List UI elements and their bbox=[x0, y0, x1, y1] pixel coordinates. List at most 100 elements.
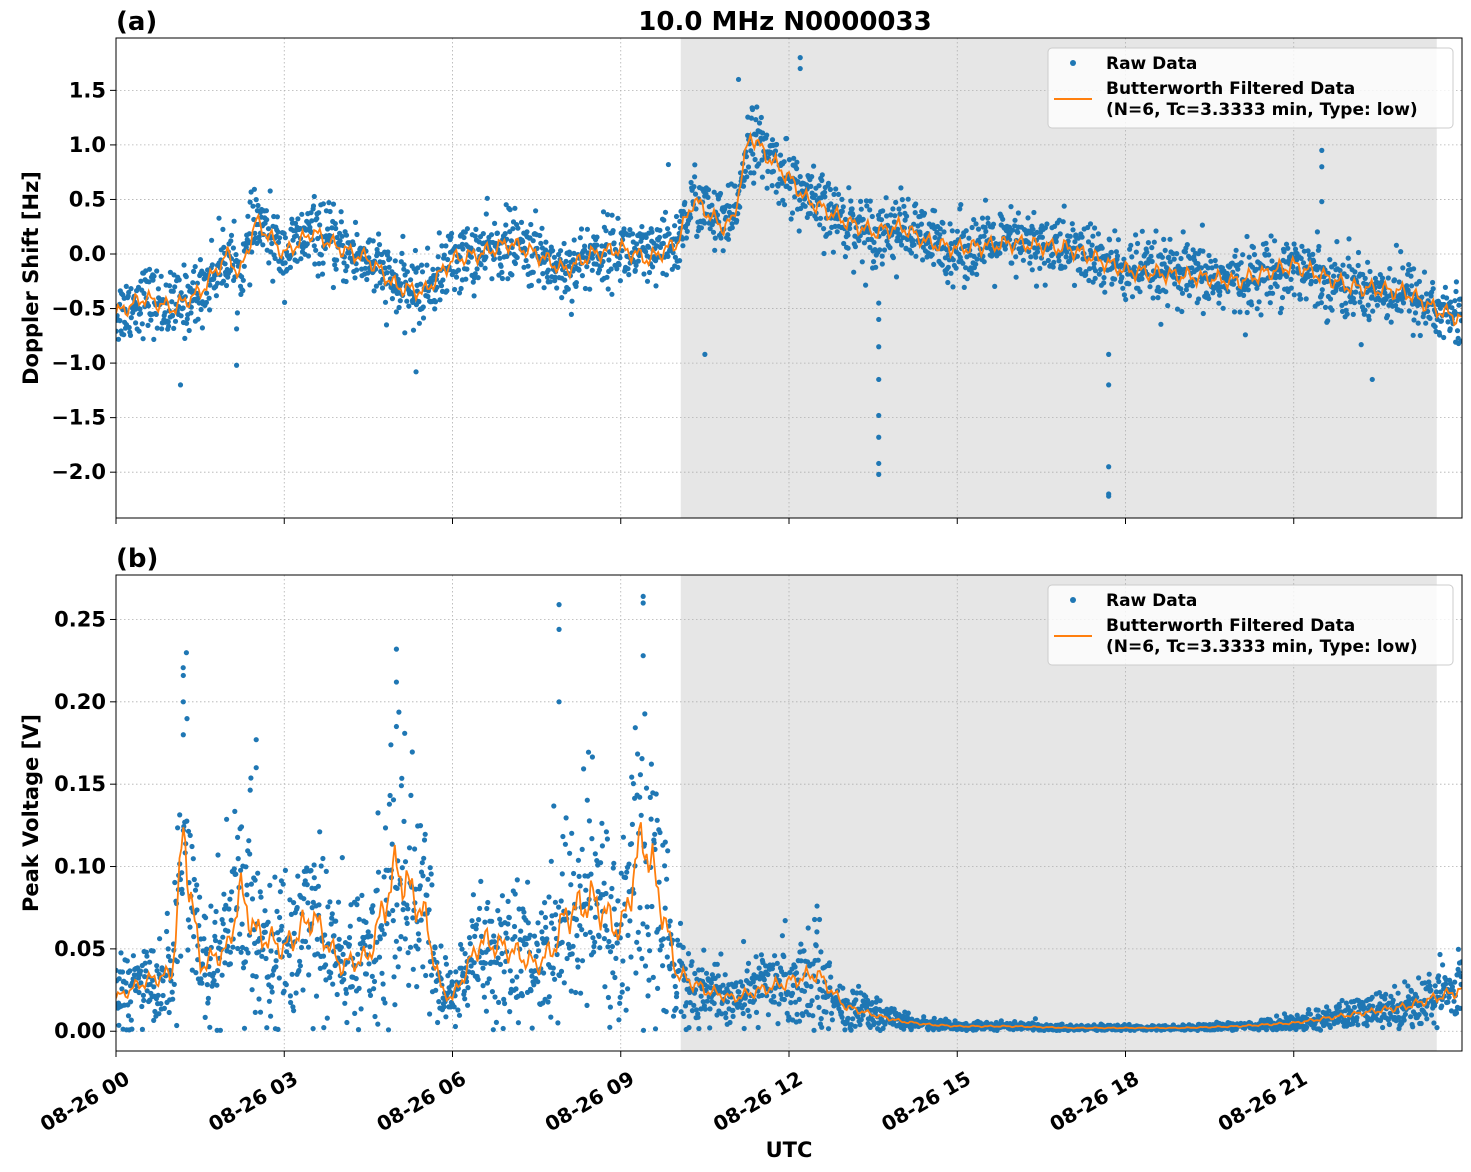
raw-data-point bbox=[821, 250, 827, 257]
raw-data-point bbox=[1437, 332, 1443, 338]
raw-data-point bbox=[1247, 279, 1253, 285]
raw-data-point bbox=[248, 775, 254, 781]
raw-data-point bbox=[223, 282, 230, 289]
raw-data-point bbox=[289, 216, 295, 222]
raw-data-point bbox=[300, 987, 306, 993]
raw-data-point bbox=[359, 892, 365, 899]
raw-data-point bbox=[294, 904, 300, 911]
raw-data-point bbox=[617, 994, 623, 1000]
raw-data-point bbox=[478, 262, 484, 268]
raw-data-point bbox=[325, 226, 331, 232]
raw-data-point bbox=[1209, 265, 1215, 271]
raw-data-point bbox=[764, 185, 770, 191]
legend-filtered-label: Butterworth Filtered Data bbox=[1106, 79, 1355, 99]
raw-data-point bbox=[257, 889, 263, 895]
raw-data-point bbox=[808, 983, 814, 990]
raw-data-point bbox=[1015, 210, 1022, 216]
raw-data-point bbox=[451, 1004, 457, 1010]
raw-data-point bbox=[1072, 239, 1078, 245]
raw-data-point bbox=[779, 933, 786, 939]
raw-data-point bbox=[367, 992, 374, 999]
raw-data-point bbox=[252, 1009, 258, 1016]
raw-data-point bbox=[492, 994, 498, 1000]
raw-data-point bbox=[702, 220, 708, 226]
raw-data-point bbox=[751, 180, 757, 186]
raw-data-point bbox=[758, 114, 764, 121]
raw-data-point bbox=[166, 323, 172, 329]
raw-data-point bbox=[717, 190, 724, 197]
raw-data-point bbox=[594, 242, 600, 248]
raw-data-point bbox=[810, 1013, 816, 1019]
raw-data-point bbox=[469, 918, 475, 924]
raw-data-point bbox=[732, 183, 738, 189]
raw-data-point bbox=[270, 278, 276, 284]
raw-data-point bbox=[325, 904, 331, 910]
raw-data-point bbox=[399, 775, 405, 781]
raw-data-point bbox=[136, 989, 142, 996]
raw-data-point bbox=[1179, 308, 1185, 315]
raw-data-point bbox=[386, 911, 392, 917]
raw-data-point bbox=[1172, 281, 1178, 287]
raw-data-point bbox=[194, 882, 200, 888]
raw-data-point bbox=[577, 883, 583, 889]
raw-data-point bbox=[739, 983, 746, 989]
raw-data-point bbox=[346, 250, 352, 256]
raw-data-point bbox=[790, 982, 796, 989]
raw-data-point bbox=[699, 967, 705, 973]
raw-data-point bbox=[1121, 292, 1127, 298]
raw-data-point bbox=[1298, 296, 1304, 302]
raw-data-point bbox=[297, 963, 303, 969]
raw-data-point bbox=[554, 285, 560, 291]
raw-data-point bbox=[636, 252, 642, 259]
raw-data-point bbox=[138, 980, 144, 986]
raw-data-point bbox=[677, 920, 684, 927]
raw-data-point bbox=[269, 989, 275, 995]
raw-data-point bbox=[272, 255, 278, 261]
raw-data-point bbox=[427, 1011, 433, 1017]
raw-data-point bbox=[723, 1015, 729, 1021]
raw-data-point bbox=[140, 336, 146, 342]
raw-data-point bbox=[1300, 260, 1307, 266]
raw-data-point bbox=[249, 987, 255, 993]
raw-data-point bbox=[204, 290, 210, 296]
raw-data-point bbox=[573, 989, 579, 996]
raw-data-point bbox=[121, 332, 127, 338]
raw-data-point bbox=[232, 808, 238, 815]
raw-data-point bbox=[847, 225, 853, 232]
raw-data-point bbox=[491, 933, 497, 939]
raw-data-point bbox=[263, 208, 269, 214]
raw-data-point bbox=[1032, 1016, 1038, 1022]
raw-data-point bbox=[184, 316, 190, 322]
raw-data-point bbox=[758, 952, 765, 958]
raw-data-point bbox=[402, 936, 408, 942]
raw-data-point bbox=[380, 981, 386, 987]
raw-data-point bbox=[373, 957, 379, 963]
raw-data-point bbox=[1281, 249, 1287, 255]
raw-data-point bbox=[503, 930, 509, 936]
raw-data-point bbox=[657, 227, 663, 233]
raw-data-point bbox=[1050, 264, 1056, 270]
raw-data-point bbox=[197, 257, 203, 263]
raw-data-point bbox=[611, 906, 617, 912]
raw-data-point bbox=[616, 1017, 622, 1023]
raw-data-point bbox=[1225, 288, 1231, 295]
raw-data-point bbox=[453, 274, 460, 280]
raw-data-point bbox=[458, 285, 464, 292]
raw-data-point bbox=[442, 955, 449, 961]
raw-data-point bbox=[335, 899, 342, 905]
raw-data-point bbox=[1139, 228, 1145, 234]
raw-data-point bbox=[1210, 290, 1216, 296]
raw-data-point bbox=[497, 255, 503, 261]
raw-data-point bbox=[311, 193, 317, 200]
raw-data-point bbox=[932, 208, 938, 214]
raw-data-point bbox=[1284, 273, 1290, 279]
raw-data-point bbox=[594, 234, 600, 240]
raw-data-point bbox=[485, 899, 491, 906]
raw-data-point bbox=[839, 1014, 845, 1020]
raw-data-point bbox=[1092, 225, 1098, 231]
raw-data-point bbox=[1319, 147, 1325, 153]
raw-data-point bbox=[750, 151, 756, 157]
raw-data-point bbox=[246, 838, 252, 844]
raw-data-point bbox=[1393, 242, 1399, 248]
raw-data-point bbox=[125, 1013, 132, 1019]
